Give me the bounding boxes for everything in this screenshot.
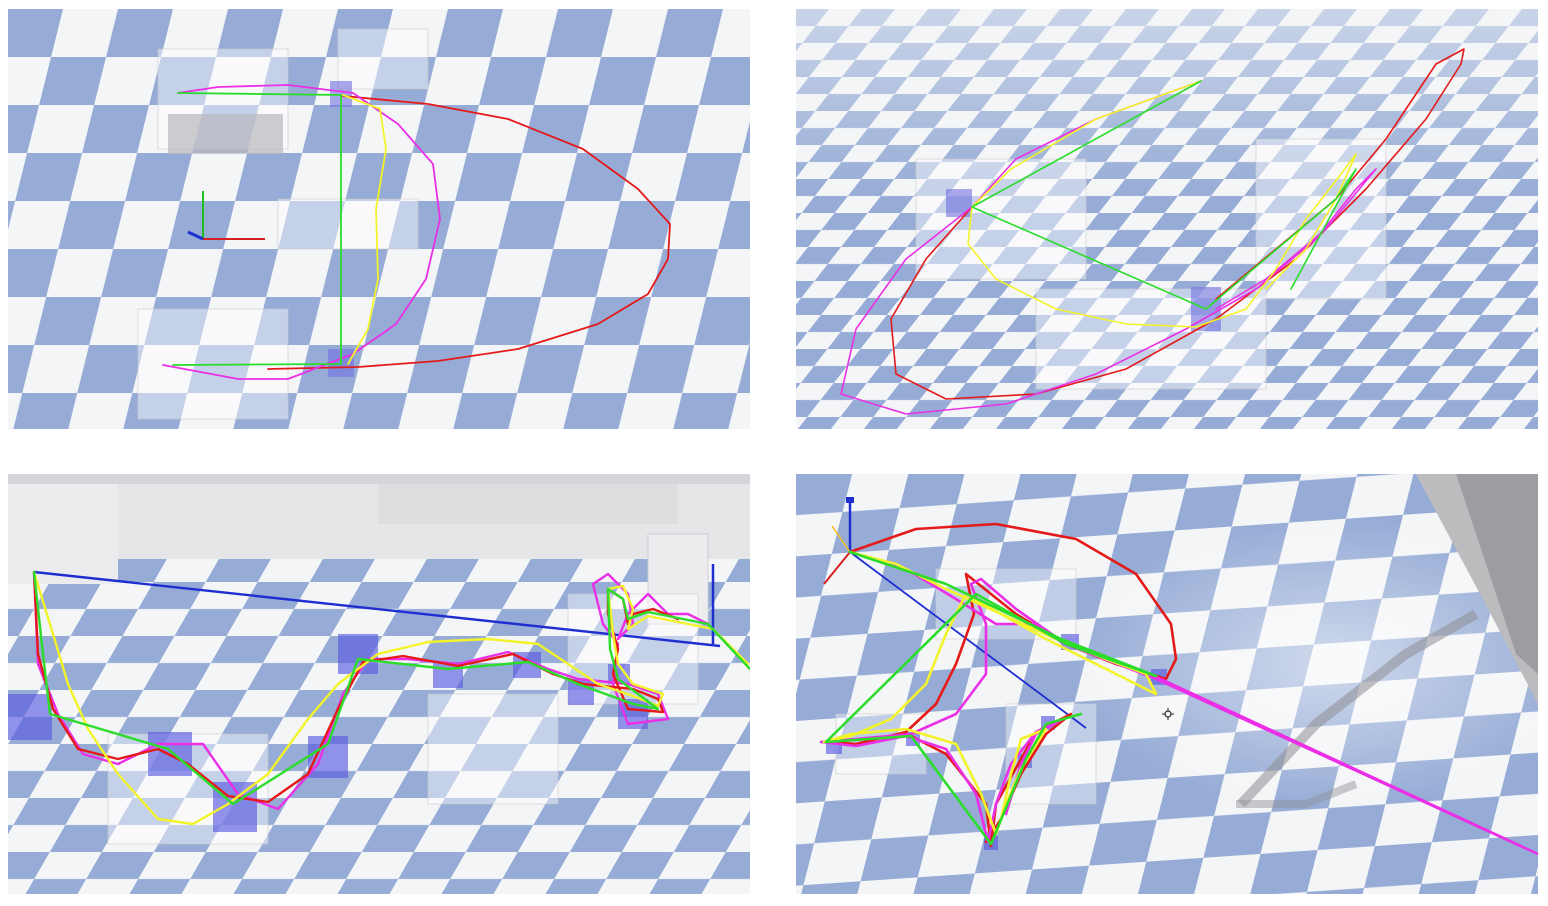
viewport-top-right[interactable]	[796, 9, 1538, 429]
viewport-bottom-left[interactable]	[8, 474, 750, 894]
viewport-top-left[interactable]	[8, 9, 750, 429]
trajectory-green	[32, 570, 750, 806]
trajectory-yellow	[32, 570, 750, 826]
trajectory-yellow	[342, 94, 387, 365]
trajectory-blue	[849, 551, 1087, 729]
trajectory-red	[267, 95, 671, 370]
scene-top-left	[8, 9, 750, 429]
trajectory-green	[824, 550, 1158, 846]
waypoint-markers	[8, 634, 648, 832]
axis-gizmo	[187, 191, 265, 241]
trajectory-magenta	[162, 84, 441, 380]
trajectory-blue	[33, 570, 721, 648]
scene-bottom-left	[8, 474, 750, 894]
background-room	[8, 474, 750, 625]
trajectory-green	[172, 92, 342, 366]
scene-top-right	[796, 9, 1538, 429]
wall-structure	[1236, 474, 1538, 808]
scene-bottom-right	[796, 474, 1538, 894]
trajectory-yellow	[967, 80, 1357, 328]
viewport-bottom-right[interactable]	[796, 474, 1538, 894]
obstacle-shadow	[168, 114, 283, 154]
move-cursor-icon	[1162, 708, 1174, 720]
obstacle-boxes	[137, 28, 429, 420]
checkered-floor	[8, 9, 750, 429]
trajectory-magenta	[32, 570, 720, 811]
axis-gizmo	[823, 497, 854, 585]
trajectory-green	[971, 80, 1357, 310]
